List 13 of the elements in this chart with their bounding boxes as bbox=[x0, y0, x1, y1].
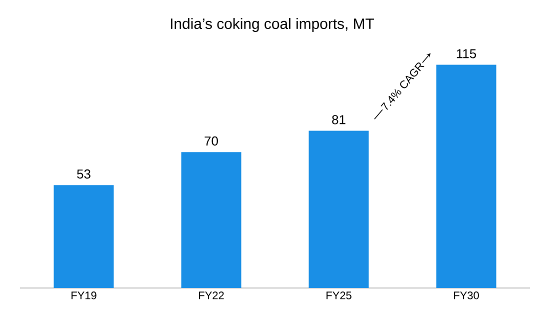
bar bbox=[54, 185, 114, 288]
bar bbox=[181, 152, 242, 288]
chart-title: India’s coking coal imports, MT bbox=[170, 18, 374, 32]
x-tick-label: FY25 bbox=[326, 292, 352, 300]
x-tick-label: FY19 bbox=[72, 292, 96, 300]
data-label: 115 bbox=[456, 49, 476, 58]
data-label: 70 bbox=[204, 136, 218, 146]
data-label: 81 bbox=[332, 115, 346, 124]
bar bbox=[308, 130, 369, 288]
x-tick-label: FY22 bbox=[199, 292, 224, 300]
bar bbox=[436, 64, 496, 288]
data-label: 53 bbox=[77, 169, 90, 179]
x-tick-label: FY30 bbox=[454, 292, 479, 300]
